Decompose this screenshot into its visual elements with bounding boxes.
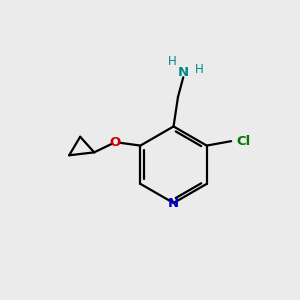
Text: N: N [178,66,189,79]
Text: N: N [168,197,179,210]
Text: H: H [168,55,176,68]
Text: Cl: Cl [236,135,250,148]
Text: H: H [195,63,204,76]
Text: O: O [110,136,121,148]
